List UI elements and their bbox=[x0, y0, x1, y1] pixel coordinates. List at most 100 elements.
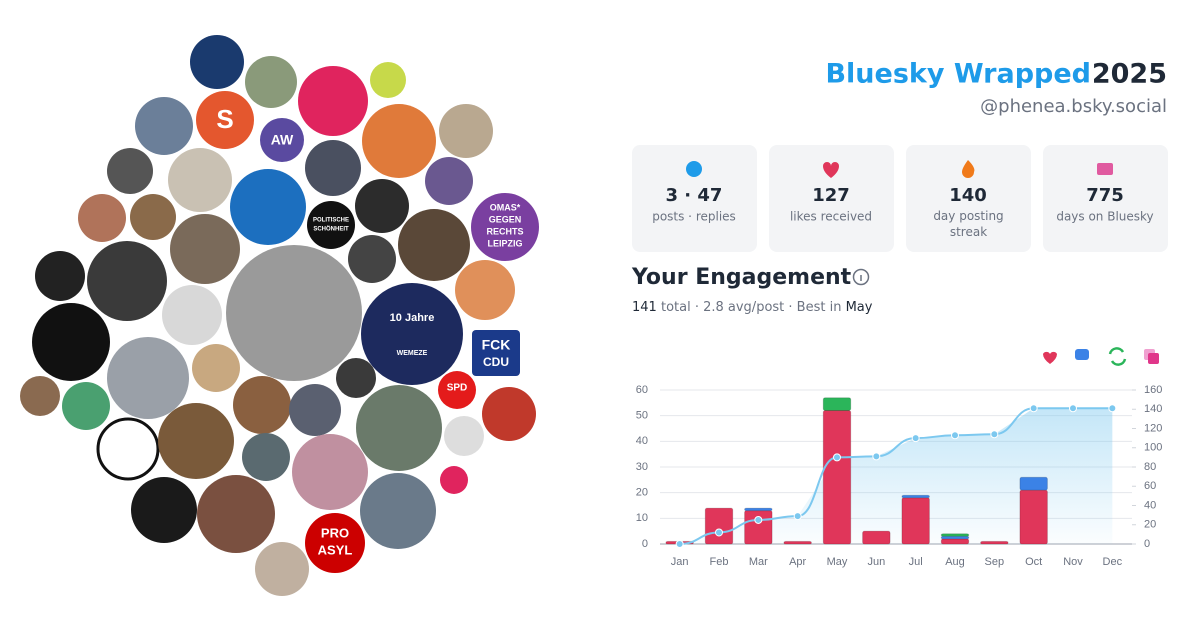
avatar bbox=[472, 330, 520, 376]
bar-segment bbox=[1019, 476, 1048, 491]
stat-label-box: day posting streak bbox=[933, 209, 1004, 239]
bar-segment bbox=[704, 507, 734, 545]
avatar bbox=[370, 62, 406, 98]
avatar bbox=[455, 260, 515, 320]
y2-tick-label: 120 bbox=[1144, 422, 1162, 434]
y2-tick-label: 40 bbox=[1144, 499, 1156, 511]
line-point bbox=[872, 452, 881, 461]
y-tick-label: 0 bbox=[642, 538, 648, 550]
avatar-label: GEGEN bbox=[489, 214, 522, 224]
legend bbox=[1043, 347, 1159, 366]
avatar-label: CDU bbox=[483, 355, 509, 369]
x-tick-label: May bbox=[827, 556, 848, 568]
line-point bbox=[754, 515, 763, 524]
avatar bbox=[107, 148, 153, 194]
avatar bbox=[307, 201, 355, 249]
avatar bbox=[192, 344, 240, 392]
avatar bbox=[20, 376, 60, 416]
icon bbox=[1097, 163, 1113, 175]
stat-label: likes received bbox=[790, 210, 872, 224]
legend-toggle[interactable] bbox=[1108, 347, 1127, 366]
stat-card bbox=[906, 145, 1031, 252]
avatar bbox=[131, 477, 197, 543]
x-tick-label: Jul bbox=[909, 556, 923, 568]
legend-toggle[interactable] bbox=[1043, 351, 1057, 364]
bar-segment bbox=[822, 410, 852, 545]
x-tick-label: Sep bbox=[985, 556, 1005, 568]
avatar-label: LEIPZIG bbox=[487, 238, 522, 248]
x-tick-label: Nov bbox=[1063, 556, 1083, 568]
avatar bbox=[298, 66, 368, 136]
y2-tick-label: 60 bbox=[1144, 480, 1156, 492]
avatar bbox=[292, 434, 368, 510]
engagement-summary: 141 total · 2.8 avg/post · Best in May bbox=[632, 300, 873, 315]
avatar bbox=[87, 241, 167, 321]
bar-segment bbox=[940, 533, 970, 537]
title: Bluesky Wrapped bbox=[825, 59, 1091, 90]
avatar bbox=[190, 35, 244, 89]
info-icon[interactable] bbox=[852, 268, 870, 286]
line-point bbox=[1029, 404, 1038, 413]
y2-tick-label: 100 bbox=[1144, 442, 1162, 454]
avatar bbox=[440, 466, 468, 494]
avatar bbox=[170, 214, 240, 284]
avatar-label: AW bbox=[271, 132, 294, 148]
stat-label: posts · replies bbox=[652, 210, 736, 224]
total: 141 bbox=[632, 300, 657, 315]
bar-segment bbox=[901, 494, 930, 499]
line-point bbox=[1069, 404, 1077, 413]
line-point bbox=[1108, 404, 1117, 413]
y2-tick-label: 20 bbox=[1144, 519, 1156, 531]
avatar bbox=[32, 303, 110, 381]
avatar bbox=[35, 251, 85, 301]
avatar bbox=[361, 283, 463, 385]
year: 2025 bbox=[1092, 59, 1167, 90]
y-tick-label: 60 bbox=[636, 384, 648, 396]
avatar bbox=[355, 179, 409, 233]
x-tick-label: Mar bbox=[749, 556, 768, 568]
stat-value: 3 · 47 bbox=[666, 185, 723, 206]
x-tick-label: Apr bbox=[789, 556, 806, 568]
avatar bbox=[242, 433, 290, 481]
x-tick-label: Dec bbox=[1103, 556, 1123, 568]
x-tick-label: Jun bbox=[867, 556, 885, 568]
y-tick-label: 40 bbox=[636, 435, 648, 447]
avatar bbox=[168, 148, 232, 212]
bar-segment bbox=[744, 510, 773, 545]
legend-toggle[interactable] bbox=[1075, 349, 1089, 360]
line-point bbox=[675, 540, 684, 548]
avatar bbox=[471, 193, 539, 261]
avatar-label: SCHÖNHEIT bbox=[313, 226, 349, 233]
avatar bbox=[482, 387, 536, 441]
stat-card bbox=[769, 145, 894, 252]
avatar bbox=[96, 417, 160, 481]
bar-segment bbox=[940, 538, 970, 545]
avatar bbox=[398, 209, 470, 281]
avatar bbox=[360, 473, 436, 549]
avatar bbox=[305, 140, 361, 196]
legend-toggle[interactable] bbox=[1148, 353, 1159, 364]
stat-cards: 3 · 47 posts · replies 127 likes receive… bbox=[632, 145, 1168, 252]
stat-card bbox=[1043, 145, 1168, 252]
avatar-label: S bbox=[216, 104, 233, 134]
avatar bbox=[226, 245, 362, 381]
avatar bbox=[255, 542, 309, 596]
x-tick-label: Jan bbox=[671, 556, 689, 568]
y2-tick-label: 0 bbox=[1144, 538, 1150, 550]
bar-segment bbox=[1019, 489, 1048, 545]
avatar bbox=[289, 384, 341, 436]
section-title: Your Engagement bbox=[631, 265, 852, 290]
avatar-label: PRO bbox=[321, 525, 349, 540]
bar-segment bbox=[744, 507, 773, 512]
line-point bbox=[793, 512, 802, 521]
avatar bbox=[260, 118, 304, 162]
y2-tick-label: 160 bbox=[1144, 384, 1162, 396]
stat-label: day posting streak bbox=[933, 209, 1004, 239]
avatar bbox=[305, 513, 365, 573]
avatar bbox=[444, 416, 484, 456]
bar-segment bbox=[901, 497, 930, 545]
y-tick-label: 30 bbox=[636, 461, 648, 473]
avatar-label: FCK bbox=[482, 337, 511, 353]
